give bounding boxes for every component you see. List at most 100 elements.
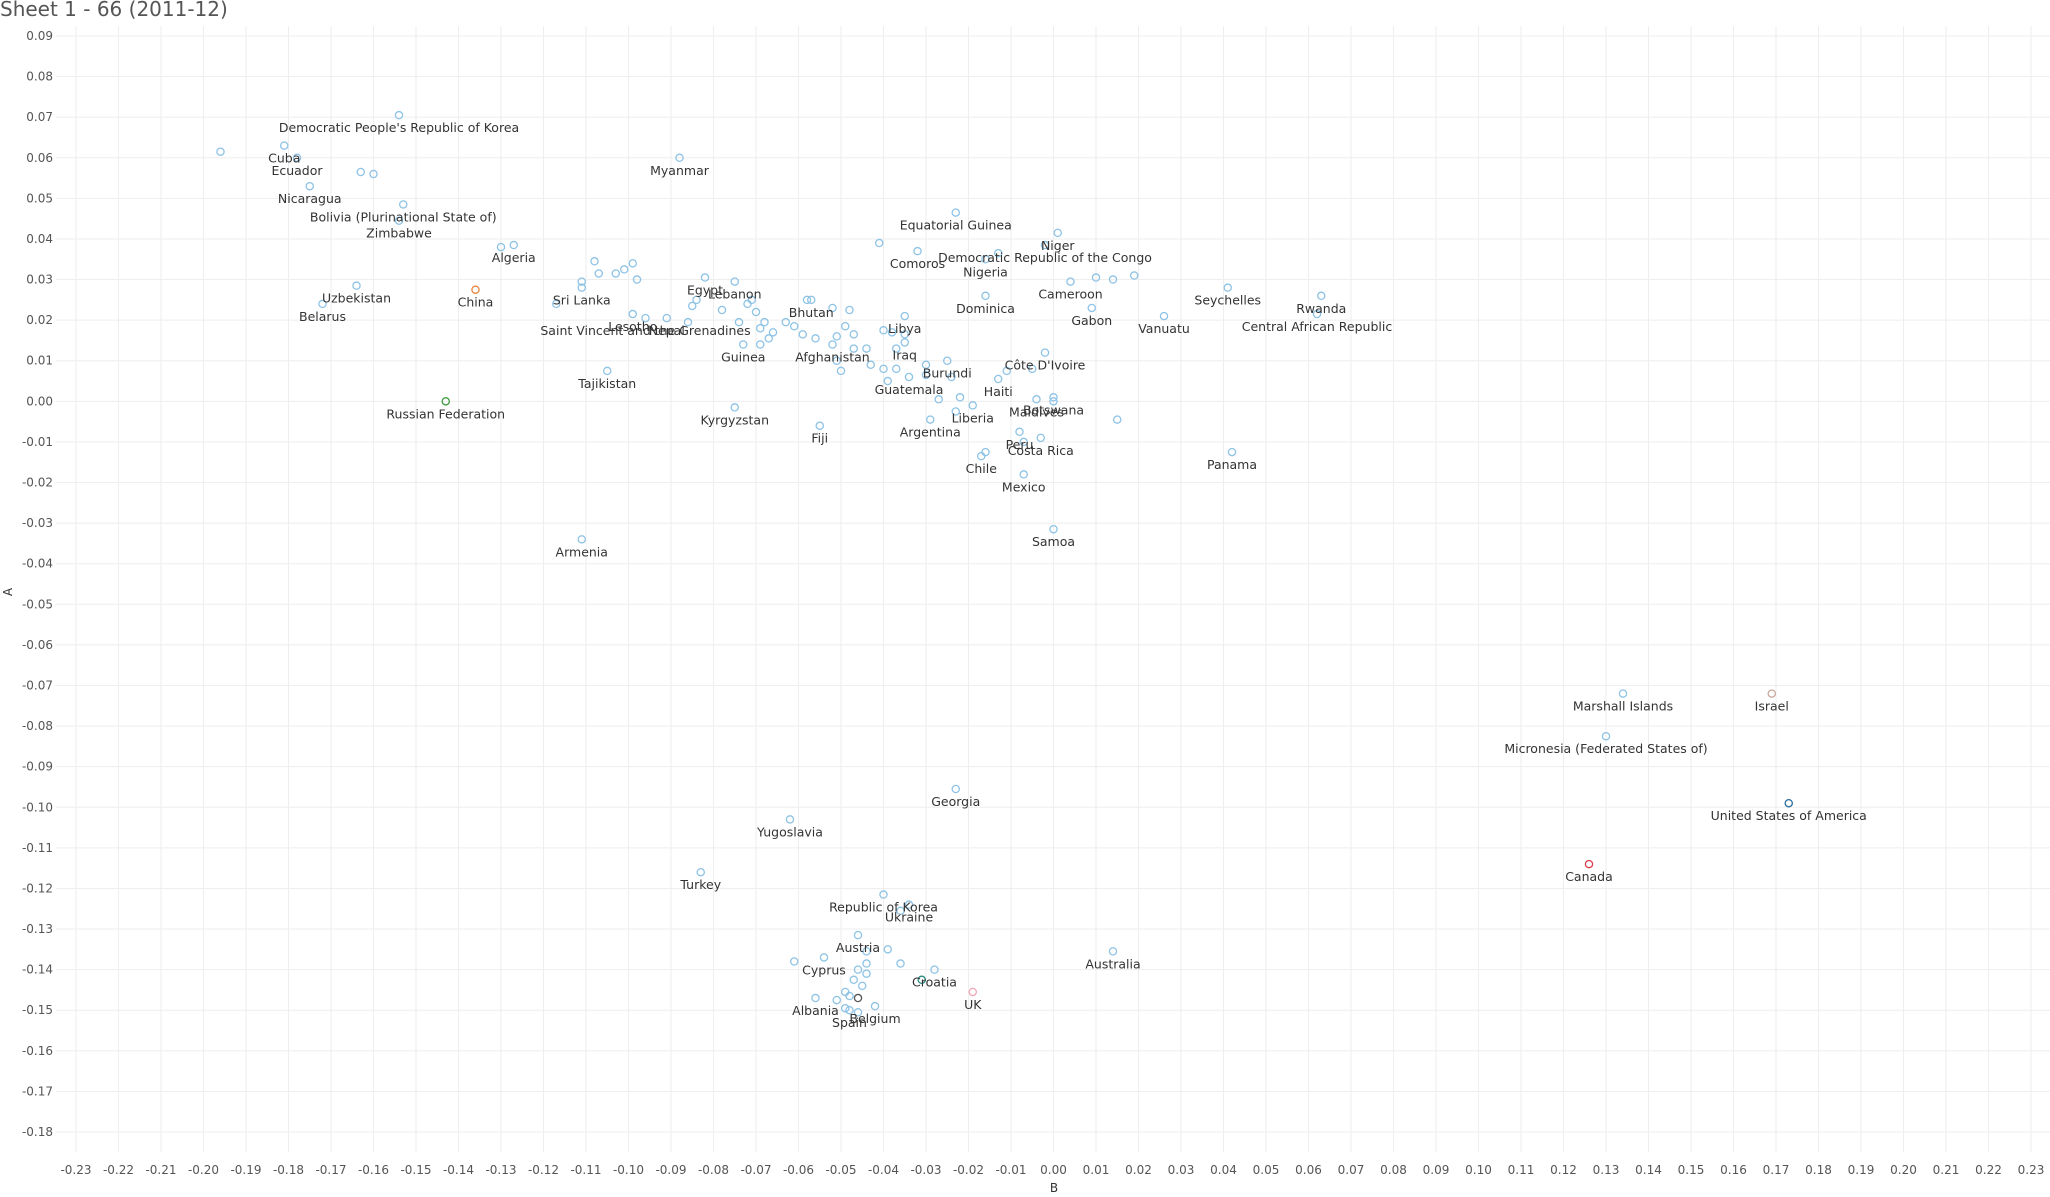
data-point[interactable]: [1019, 470, 1029, 479]
data-point[interactable]: [730, 277, 740, 286]
data-point[interactable]: [1159, 311, 1169, 321]
data-point[interactable]: [828, 340, 837, 349]
data-point[interactable]: [977, 451, 986, 461]
data-point[interactable]: [994, 374, 1003, 384]
data-point[interactable]: [853, 965, 863, 974]
data-point[interactable]: [318, 299, 327, 309]
data-point[interactable]: [1108, 275, 1118, 284]
data-point[interactable]: [1066, 277, 1075, 286]
data-point[interactable]: [849, 344, 859, 353]
data-point[interactable]: [841, 1003, 850, 1013]
data-point[interactable]: [951, 784, 961, 794]
data-point[interactable]: [1049, 524, 1058, 534]
data-point[interactable]: [739, 340, 748, 349]
data-point[interactable]: [781, 317, 791, 327]
data-point[interactable]: [994, 248, 1003, 258]
data-point[interactable]: [441, 397, 450, 406]
data-point[interactable]: [981, 447, 990, 457]
data-point[interactable]: [743, 299, 752, 309]
data-point[interactable]: [785, 815, 795, 824]
data-point[interactable]: [811, 334, 820, 343]
data-point[interactable]: [900, 311, 910, 321]
data-point[interactable]: [369, 169, 378, 179]
data-point[interactable]: [577, 535, 587, 544]
data-point[interactable]: [1032, 395, 1041, 404]
data-point[interactable]: [845, 1005, 854, 1015]
data-point[interactable]: [1049, 397, 1058, 406]
data-point[interactable]: [790, 957, 799, 966]
data-point[interactable]: [892, 344, 901, 353]
data-point[interactable]: [981, 291, 990, 301]
data-point[interactable]: [675, 153, 684, 163]
data-point[interactable]: [1108, 947, 1118, 956]
data-point[interactable]: [751, 307, 761, 317]
data-point[interactable]: [968, 401, 978, 410]
data-point[interactable]: [279, 141, 289, 150]
data-point[interactable]: [892, 364, 901, 374]
data-point[interactable]: [1028, 364, 1037, 374]
data-point[interactable]: [845, 991, 854, 1001]
data-point[interactable]: [717, 305, 727, 315]
data-point[interactable]: [853, 1008, 863, 1017]
data-point[interactable]: [356, 167, 365, 177]
data-point[interactable]: [947, 372, 956, 382]
data-point[interactable]: [862, 947, 871, 956]
data-point[interactable]: [292, 153, 302, 163]
data-point[interactable]: [611, 269, 621, 278]
data-point[interactable]: [590, 257, 599, 266]
data-point[interactable]: [628, 309, 638, 319]
data-point[interactable]: [1227, 447, 1237, 457]
data-point[interactable]: [734, 317, 744, 327]
data-point[interactable]: [1053, 228, 1063, 238]
data-point[interactable]: [1040, 240, 1050, 250]
data-point[interactable]: [216, 147, 225, 156]
data-point[interactable]: [921, 360, 931, 370]
data-point[interactable]: [394, 216, 404, 225]
data-point[interactable]: [1015, 427, 1024, 437]
data-point[interactable]: [836, 366, 846, 376]
data-point[interactable]: [692, 295, 701, 305]
data-point[interactable]: [904, 900, 914, 909]
data-point[interactable]: [756, 340, 765, 349]
data-point[interactable]: [879, 890, 888, 899]
data-point[interactable]: [398, 200, 408, 209]
data-point[interactable]: [862, 959, 871, 968]
data-point[interactable]: [832, 995, 842, 1005]
data-point[interactable]: [896, 959, 905, 968]
data-point[interactable]: [1002, 366, 1012, 376]
data-point[interactable]: [790, 321, 799, 331]
data-point[interactable]: [981, 255, 990, 264]
data-point[interactable]: [641, 313, 650, 323]
data-point[interactable]: [471, 285, 480, 294]
data-point[interactable]: [700, 273, 710, 282]
data-point[interactable]: [603, 366, 612, 376]
data-point[interactable]: [760, 317, 769, 327]
data-point[interactable]: [870, 1001, 880, 1011]
data-point[interactable]: [904, 372, 914, 382]
data-point[interactable]: [849, 975, 859, 985]
data-point[interactable]: [628, 259, 638, 268]
data-point[interactable]: [926, 415, 935, 424]
data-point[interactable]: [756, 324, 765, 333]
data-point[interactable]: [951, 208, 961, 217]
data-point[interactable]: [849, 330, 859, 339]
data-point[interactable]: [1767, 689, 1777, 698]
data-point[interactable]: [1317, 291, 1326, 301]
data-point[interactable]: [930, 965, 939, 974]
data-point[interactable]: [883, 945, 893, 954]
data-point[interactable]: [1087, 303, 1097, 313]
data-point[interactable]: [858, 981, 867, 991]
data-point[interactable]: [853, 930, 863, 940]
data-point[interactable]: [594, 269, 604, 278]
data-point[interactable]: [352, 281, 361, 290]
data-point[interactable]: [696, 867, 706, 877]
data-point[interactable]: [900, 330, 910, 339]
data-point[interactable]: [802, 295, 812, 305]
data-point[interactable]: [730, 403, 740, 412]
data-point[interactable]: [1091, 273, 1101, 282]
data-point[interactable]: [832, 332, 842, 341]
data-point[interactable]: [921, 370, 931, 380]
data-point[interactable]: [896, 906, 905, 916]
data-point[interactable]: [853, 993, 863, 1003]
data-point[interactable]: [496, 242, 506, 252]
